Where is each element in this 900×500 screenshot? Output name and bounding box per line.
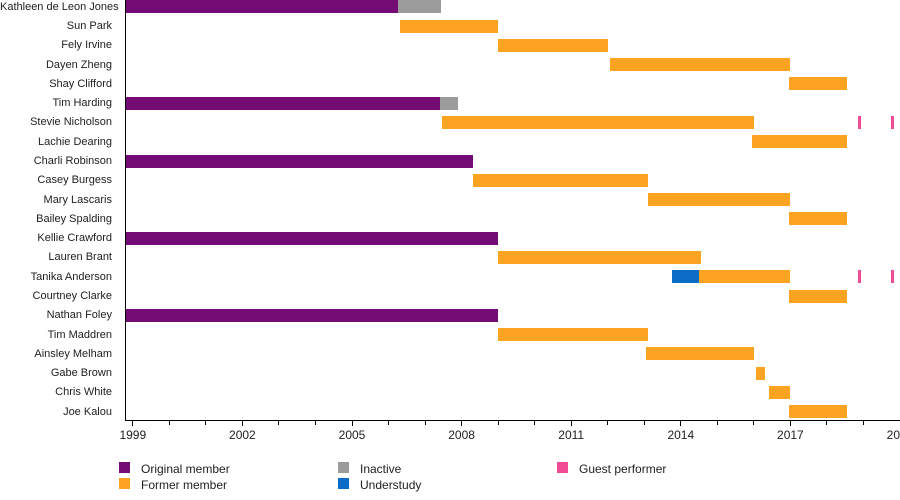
x-axis-label: 2011 [558,428,585,442]
x-axis-tick [680,421,682,426]
legend-swatch-understudy [338,478,349,489]
timeline-bar-former [498,38,608,52]
x-axis-label: 2017 [777,428,804,442]
legend-label-inactive: Inactive [360,462,402,476]
member-name: Joe Kalou [63,405,112,418]
member-name: Sun Park [66,20,112,33]
member-name: Fely Irvine [61,39,112,52]
legend-label-understudy: Understudy [360,478,422,492]
x-axis-tick [132,421,134,426]
timeline-bar-former [788,77,848,91]
timeline-bar-original [125,0,398,14]
x-axis-tick [789,421,791,426]
x-axis-tick [643,421,645,425]
timeline-bar-original [125,308,499,322]
member-name: Ainsley Melham [34,347,112,360]
x-axis-tick [278,421,280,425]
x-axis-label: 1999 [119,428,147,442]
y-axis-line [125,0,126,420]
timeline-bar-former [472,173,648,187]
member-name: Charli Robinson [33,155,112,168]
member-name: Courtney Clarke [32,290,112,302]
x-axis-tick [753,421,755,425]
member-name: Dayen Zheng [45,58,112,71]
x-axis-tick [388,421,389,425]
timeline-bar-former [647,193,791,207]
member-name: Nathan Foley [46,309,112,322]
x-axis-tick [607,421,609,425]
timeline-bar-former [788,212,848,226]
x-axis-tick [534,421,536,425]
x-axis-tick [351,421,353,426]
timeline-bar-former [755,366,765,380]
legend-swatch-original [119,462,130,473]
x-axis-tick [497,421,499,425]
x-axis-label: 2020 [886,428,900,442]
timeline-bar-original [125,231,499,245]
member-name: Bailey Spalding [36,212,112,225]
timeline-bar-original [125,154,473,168]
timeline-bar-former [498,250,701,264]
member-name: Kellie Crawford [37,232,112,245]
x-axis-tick [863,421,864,425]
timeline-bar-former [646,347,754,361]
x-axis-tick [315,421,316,425]
timeline-bar-inactive [397,0,442,14]
x-axis-tick [424,421,426,425]
timeline-bar-original [125,96,440,110]
x-axis-tick [241,421,243,426]
x-axis-label: 2014 [667,428,695,442]
member-name: Lauren Brant [48,251,112,264]
x-axis-label: 2005 [338,428,366,442]
timeline-bar-former [609,58,791,72]
member-name: Casey Burgess [37,174,112,187]
member-name: Tim Maddren [47,328,112,341]
legend-label-original: Original member [141,462,230,476]
x-axis-label: 2008 [448,428,475,442]
member-name: Tanika Anderson [30,270,112,283]
member-name: Kathleen de Leon Jones [0,0,119,13]
member-name: Gabe Brown [50,367,112,380]
x-axis-label: 2002 [229,428,256,442]
timeline-bar-inactive [439,96,458,110]
legend-swatch-inactive [338,462,349,473]
timeline-bar-former [699,270,791,284]
x-axis-line [125,420,900,421]
x-axis-tick [716,421,718,425]
legend-swatch-former [119,478,130,489]
x-axis-tick [826,421,828,425]
member-name: Mary Lascaris [43,193,112,206]
timeline-bar-former [768,385,791,399]
member-name: Stevie Nicholson [30,116,112,129]
member-name: Lachie Dearing [38,135,112,148]
guest-performer-tick [858,270,862,284]
guest-performer-tick [858,116,862,129]
guest-performer-tick [891,270,895,284]
timeline-bar-former [399,19,499,33]
x-axis-tick [168,421,170,425]
timeline-bar-former [788,289,848,303]
legend-swatch-guest [557,462,568,473]
timeline-bar-understudy [671,270,700,284]
timeline-bar-former [498,328,648,342]
x-axis-tick [205,421,207,425]
legend-label-guest: Guest performer [579,462,667,476]
x-axis-tick [461,421,463,426]
legend-label-former: Former member [141,478,228,492]
timeline-bar-former [441,116,754,129]
guest-performer-tick [891,116,895,129]
member-name: Tim Harding [52,97,113,110]
timeline-bar-former [752,135,847,149]
timeline-bar-former [788,405,848,419]
x-axis-tick [570,421,572,426]
member-name: Chris White [55,386,112,399]
member-name: Shay Clifford [49,77,112,90]
